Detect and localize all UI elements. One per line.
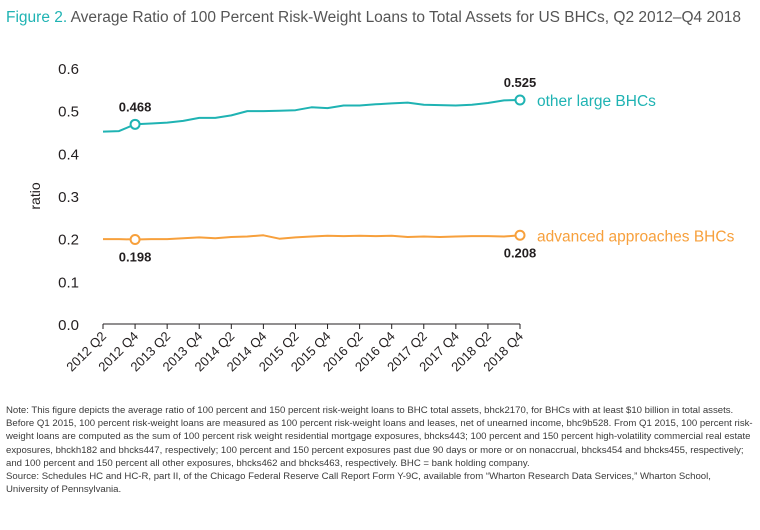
figure-label: Figure 2. <box>6 9 68 26</box>
note: Note: This figure depicts the average ra… <box>6 404 754 496</box>
data-point-marker <box>514 94 526 106</box>
series-legend-label: other large BHCs <box>537 93 656 110</box>
y-tick-label: 0.3 <box>58 189 79 206</box>
y-tick-label: 0.6 <box>58 61 79 78</box>
data-label: 0.525 <box>504 75 537 90</box>
y-tick-label: 0.2 <box>58 232 79 249</box>
y-tick-label: 0.5 <box>58 104 79 121</box>
data-point-marker <box>514 229 526 241</box>
y-tick-label: 0.1 <box>58 274 79 291</box>
chart-title: Figure 2. Average Ratio of 100 Percent R… <box>6 8 746 27</box>
series-line <box>102 99 521 133</box>
series-layer <box>102 94 526 246</box>
data-point-marker <box>129 118 141 130</box>
y-axis: 0.0 0.1 0.2 0.3 0.4 0.5 0.6 <box>58 61 79 334</box>
title-text: Average Ratio of 100 Percent Risk-Weight… <box>70 9 741 26</box>
data-point-marker <box>129 234 141 246</box>
series-line <box>103 234 521 241</box>
y-tick-label: 0.0 <box>58 317 79 334</box>
data-label: 0.468 <box>119 99 152 114</box>
series-legend-label: advanced approaches BHCs <box>537 228 735 245</box>
note-text: Note: This figure depicts the average ra… <box>6 405 753 469</box>
source-text: Source: Schedules HC and HC-R, part II, … <box>6 471 711 496</box>
data-label: 0.208 <box>504 245 537 260</box>
data-label: 0.198 <box>119 250 152 265</box>
y-tick-label: 0.4 <box>58 146 79 163</box>
y-axis-label: ratio <box>27 182 43 209</box>
